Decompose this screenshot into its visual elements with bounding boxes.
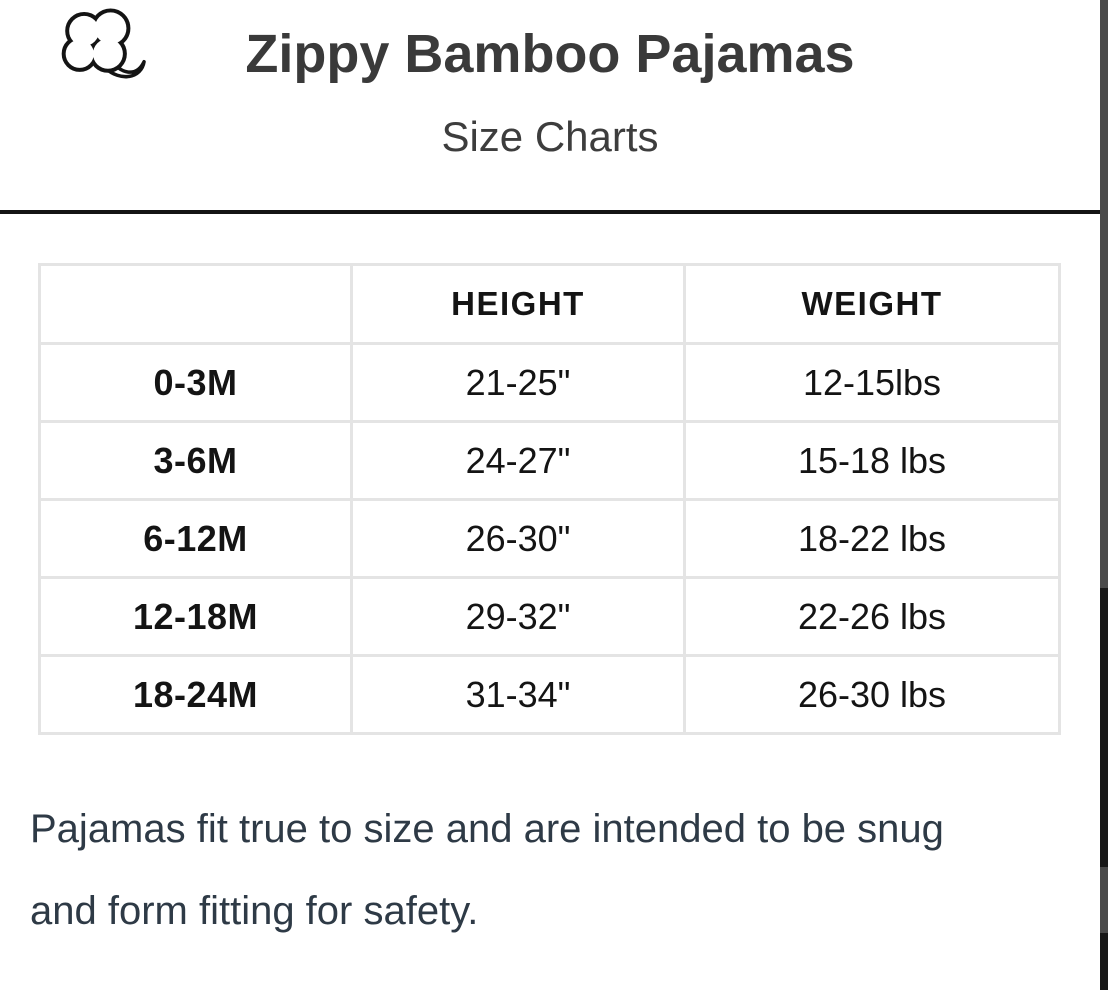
table-row: 18-24M 31-34" 26-30 lbs [38, 654, 1061, 735]
size-chart-table-container: HEIGHT WEIGHT 0-3M 21-25" 12-15lbs 3-6M … [38, 263, 1061, 735]
header-cell-height: HEIGHT [350, 263, 686, 345]
weight-value: 15-18 lbs [683, 420, 1061, 501]
size-label: 0-3M [38, 342, 353, 423]
scrollbar-thumb-secondary[interactable] [1100, 933, 1108, 990]
table-row: 0-3M 21-25" 12-15lbs [38, 342, 1061, 423]
header-cell-size [38, 263, 353, 345]
weight-value: 22-26 lbs [683, 576, 1061, 657]
height-value: 21-25" [350, 342, 686, 423]
scrollbar-thumb[interactable] [1100, 588, 1108, 867]
clover-flower-icon [54, 8, 146, 87]
size-label: 6-12M [38, 498, 353, 579]
size-label: 3-6M [38, 420, 353, 501]
table-row: 6-12M 26-30" 18-22 lbs [38, 498, 1061, 579]
page-subtitle: Size Charts [441, 113, 659, 161]
height-value: 26-30" [350, 498, 686, 579]
height-value: 29-32" [350, 576, 686, 657]
fit-note-line-1: Pajamas fit true to size and are intende… [30, 807, 944, 851]
fit-note: Pajamas fit true to size and are intende… [30, 788, 944, 952]
weight-value: 26-30 lbs [683, 654, 1061, 735]
size-label: 12-18M [38, 576, 353, 657]
header-cell-weight: WEIGHT [683, 263, 1061, 345]
scrollbar-track[interactable] [1100, 0, 1108, 990]
table-row: 3-6M 24-27" 15-18 lbs [38, 420, 1061, 501]
header-divider [0, 210, 1100, 214]
weight-value: 18-22 lbs [683, 498, 1061, 579]
weight-value: 12-15lbs [683, 342, 1061, 423]
table-row: 12-18M 29-32" 22-26 lbs [38, 576, 1061, 657]
height-value: 31-34" [350, 654, 686, 735]
height-value: 24-27" [350, 420, 686, 501]
size-label: 18-24M [38, 654, 353, 735]
table-header-row: HEIGHT WEIGHT [38, 263, 1061, 345]
fit-note-line-2: and form fitting for safety. [30, 889, 479, 933]
page-title: Zippy Bamboo Pajamas [245, 24, 855, 84]
size-chart-table: HEIGHT WEIGHT 0-3M 21-25" 12-15lbs 3-6M … [38, 263, 1061, 735]
